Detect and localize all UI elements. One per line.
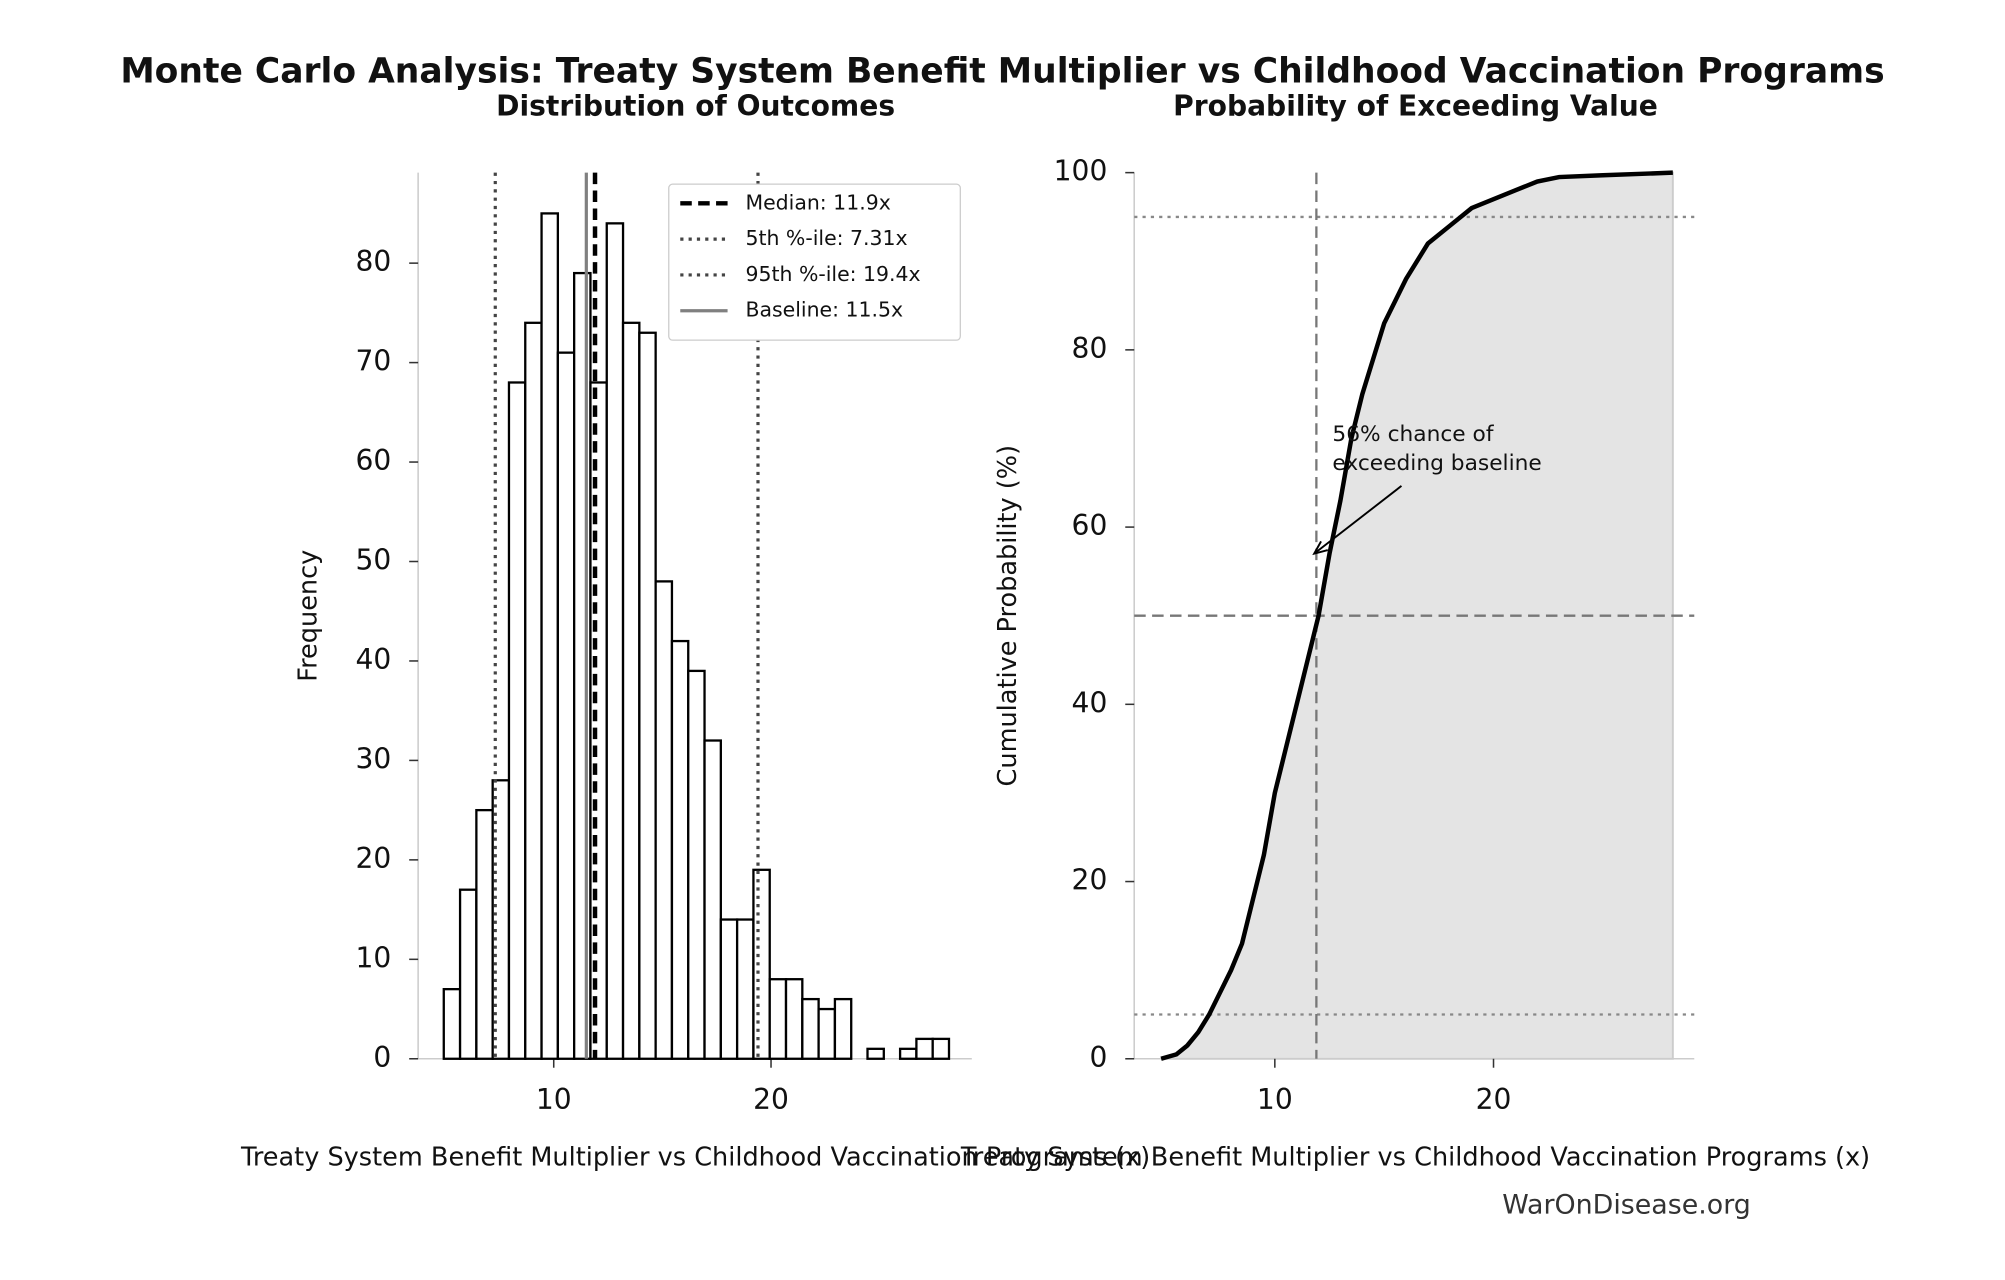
cdf-area [1160,171,1674,1060]
annotation-arrow [1313,485,1403,555]
histogram-bar [768,978,788,1060]
histogram-bar [784,978,804,1060]
y-tick-label: 30 [355,742,391,775]
y-tick-label: 50 [355,544,391,577]
y-tick-label: 40 [355,643,391,676]
histogram-bar [719,918,739,1060]
subplot: Probability of Exceeding Value Treaty Sys… [960,89,1870,1172]
histogram-bar [654,580,674,1060]
y-tick-label: 20 [355,842,391,875]
legend-label: Baseline: 11.5x [745,298,903,322]
y-tick-label: 0 [373,1041,391,1074]
annotation-arrowhead [1312,540,1329,556]
histogram-bar [507,381,527,1060]
x-tick-label: 10 [536,1083,572,1116]
histogram-bar [735,918,755,1060]
subplot-title: Distribution of Outcomes [496,89,895,122]
y-axis-label: Frequency [293,550,323,682]
y-tick-label: 80 [355,245,391,278]
annotation-text: 56% chance of [1332,422,1494,447]
y-tick-label: 20 [1072,864,1108,897]
legend-box [668,183,961,341]
y-axis-label: Cumulative Probability (%) [993,445,1023,787]
histogram-bar [833,997,853,1060]
y-tick-label: 70 [355,345,391,378]
x-tick-label: 10 [1257,1083,1293,1116]
histogram-bar [866,1047,885,1060]
y-tick-label: 80 [1072,332,1108,365]
histogram-bar [621,321,641,1060]
watermark: WarOnDisease.org [1502,1189,1751,1220]
histogram-bar [703,739,722,1060]
x-tick-label: 20 [753,1083,789,1116]
histogram-bar [540,212,560,1060]
cdf-line [1160,170,1673,1061]
histogram-bar [670,639,690,1060]
y-tick-label: 0 [1089,1041,1107,1074]
histogram-bar [605,222,625,1060]
histogram-bar [898,1047,918,1060]
y-tick-label: 10 [355,941,391,974]
legend-label: 95th %-ile: 19.4x [745,262,920,286]
histogram-bar [915,1037,934,1060]
figure-title: Monte Carlo Analysis: Treaty System Bene… [120,51,1884,91]
histogram-bar [442,988,462,1060]
legend-label: 5th %-ile: 7.31x [745,226,907,250]
histogram-bar [524,321,543,1060]
subplot-title: Probability of Exceeding Value [1173,89,1658,122]
histogram-bar [817,1007,837,1060]
x-tick-label: 20 [1476,1083,1512,1116]
x-axis-label: Treaty System Benefit Multiplier vs Chil… [960,1143,1870,1173]
y-tick-label: 100 [1054,155,1108,188]
y-tick-label: 60 [355,444,391,477]
legend-label: Median: 11.9x [745,190,890,214]
histogram-bar [638,331,657,1060]
x-axis-label: Treaty System Benefit Multiplier vs Chil… [240,1143,1150,1173]
histogram-bar [931,1037,951,1060]
histogram-bar [573,271,592,1060]
histogram-bar [556,351,576,1060]
histogram-bar [458,888,478,1060]
annotation-text: exceeding baseline [1332,451,1541,476]
histogram-bar [752,868,771,1060]
histogram-bar [687,669,706,1060]
subplot: Distribution of Outcomes Treaty System Be… [240,89,1150,1172]
histogram-bar [801,997,820,1060]
y-tick-label: 60 [1072,509,1108,542]
histogram-bar [475,808,494,1060]
y-tick-label: 40 [1072,686,1108,719]
